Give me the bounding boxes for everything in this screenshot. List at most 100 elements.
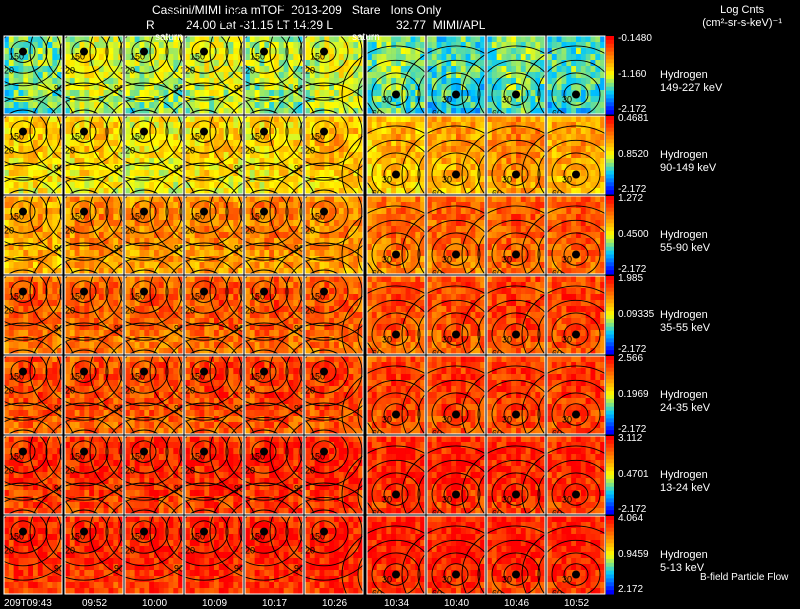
contour-line [503,563,529,586]
contour-line [179,429,229,474]
contour-line [105,336,183,407]
bfield-marker [320,447,328,456]
contour-line [299,349,349,394]
panel-border [244,515,304,595]
contour-line [0,176,62,247]
panel-border [64,35,124,115]
colorbar-segment [606,127,614,133]
contour-label: 150 [190,372,205,382]
contour-line [239,509,289,554]
species-label: Hydrogen [660,469,708,481]
contour-line [191,200,217,223]
contour-line [105,96,183,167]
contour-line [383,83,409,106]
contour-label: 30 [502,495,512,505]
contour-line [165,416,243,487]
colorbar-tick-max: 1.272 [618,193,644,204]
contour-line [119,349,169,394]
colorbar-segment [606,162,614,168]
bfield-marker [320,527,328,536]
colorbar-tick-max: 4.064 [618,513,644,524]
colorbar-segment [606,299,614,304]
contour-line [251,280,277,303]
contour-label: 120 [240,146,255,156]
contour-label: 30 [382,255,392,265]
panel-border [366,115,426,195]
panel-border [486,35,546,115]
heatmap-cell-3-8: 306090 [461,276,571,384]
time-tick-label: 209T09:43 [4,598,52,609]
contour-line [59,429,109,474]
colorbar-segment [606,258,614,263]
contour-label: 150 [250,52,265,62]
contour-label: 120 [300,386,315,396]
bfield-marker [19,287,27,296]
colorbar-segment [606,342,614,347]
colorbar-segment [606,410,614,415]
contour-line [191,360,217,383]
heatmap-cell-2-7: 306090 [401,196,511,304]
panel-border [366,195,426,275]
energy-label: 5-13 keV [660,562,705,574]
bfield-marker [80,447,88,456]
contour-line [131,440,157,463]
colorbar-segment [606,406,614,412]
contour-line [0,349,48,394]
colorbar-segment [606,110,614,115]
contour-line [105,496,183,567]
contour-line [503,163,529,186]
contour-line [299,509,349,554]
colorbar-segment [606,211,614,216]
colorbar-segment [606,582,614,587]
colorbar-tick-max: 0.4681 [618,113,649,124]
contour-label: 90 [0,564,3,574]
panel-border [244,275,304,355]
contour-label: 30 [382,175,392,185]
colorbar-segment [606,356,614,361]
panel-border [244,195,304,275]
contour-line [59,269,109,314]
row-label: Hydrogen 55-90 keV [660,229,710,255]
contour-label: 90 [0,484,3,494]
contour-label: 150 [190,532,205,542]
colorbar-segment [606,502,614,507]
energy-label: 24-35 keV [660,402,711,414]
bfield-marker [512,90,520,99]
colorbar-segment [606,182,614,187]
contour-line [299,429,349,474]
contour-line [45,496,123,567]
contour-line [10,360,36,383]
contour-label: 120 [120,146,135,156]
colorbar-tick-mid: 0.4701 [618,469,649,480]
contour-label: 150 [250,132,265,142]
contour-line [131,280,157,303]
contour-line [251,520,277,543]
bfield-marker [140,527,148,536]
heatmap-cell-0-8: 306090 [461,36,571,144]
panel-border [304,35,364,115]
bfield-marker [452,570,460,579]
contour-line [285,336,363,407]
contour-line [191,120,217,143]
panel-border [3,355,63,435]
contour-label: 150 [130,532,145,542]
colorbar-segment [606,36,614,41]
contour-line [0,429,48,474]
contour-label: 30 [382,95,392,105]
contour-line [239,109,289,154]
contour-label: 120 [60,66,75,76]
time-tick-label: 09:52 [82,598,108,609]
panel-border [366,275,426,355]
time-tick-label: 10:09 [202,598,228,609]
contour-label: 30 [382,495,392,505]
colorbar-segment [606,498,614,503]
colorbar-segment [606,367,614,373]
colorbar-segment [606,322,614,328]
colorbar-segment [606,215,614,220]
contour-label: 150 [9,212,24,222]
panel-border [3,515,63,595]
panel-border [304,435,364,515]
colorbar-segment [606,539,614,544]
